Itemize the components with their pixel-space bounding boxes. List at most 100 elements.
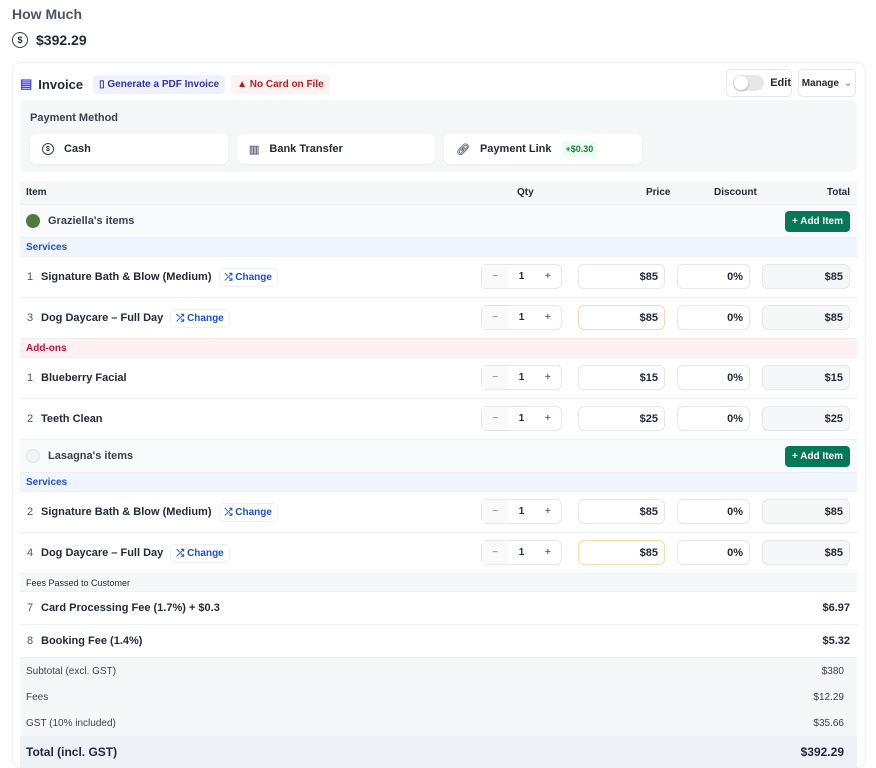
change-label: Change <box>235 506 272 518</box>
header-discount: Discount <box>714 187 757 198</box>
table-row: 1 Blueberry Facial −1 + $15 0% $15 <box>20 358 857 399</box>
discount-input[interactable]: 0% <box>677 305 750 330</box>
quantity-value[interactable]: 1 <box>518 312 525 323</box>
fees-section-label: Fees Passed to Customer <box>20 574 857 592</box>
decrement-button[interactable]: − <box>482 306 509 329</box>
quantity-stepper[interactable]: −1 + <box>481 406 562 431</box>
table-row: 1 Signature Bath & Blow (Medium) ⤮ Change −… <box>20 257 857 298</box>
manage-dropdown[interactable]: Manage ⌄ <box>798 69 856 97</box>
quantity-stepper[interactable]: −1 + <box>481 540 562 565</box>
table-row: 2 Signature Bath & Blow (Medium) ⤮ Change −… <box>20 492 857 533</box>
item-number: 3 <box>27 312 34 324</box>
add-item-button[interactable]: + Add Item <box>784 446 850 467</box>
payment-cash-option[interactable]: $ Cash <box>30 134 228 164</box>
group-row: Lasagna's items + Add Item <box>20 440 857 473</box>
change-button[interactable]: ⤮ Change <box>220 504 277 521</box>
total-label: Total (incl. GST) <box>26 744 118 759</box>
header-item: Item <box>26 187 47 198</box>
quantity-stepper[interactable]: −1 + <box>481 365 562 390</box>
item-name: Signature Bath & Blow (Medium) <box>41 271 212 283</box>
invoice-header: ▤ Invoice ▯ Generate a PDF Invoice ▲ No C… <box>20 72 856 96</box>
invoice-title: Invoice <box>38 76 84 92</box>
summary-row: Subtotal (excl. GST) $380 <box>20 658 857 684</box>
decrement-button[interactable]: − <box>482 265 509 288</box>
bank-transfer-label: Bank Transfer <box>269 143 343 155</box>
decrement-button[interactable]: − <box>482 407 509 430</box>
total-value: $85 <box>762 540 850 565</box>
amount-display: $ $392.29 <box>12 32 87 48</box>
increment-button[interactable]: + <box>544 372 551 383</box>
shuffle-icon: ⤮ <box>176 547 188 559</box>
quantity-stepper[interactable]: −1 + <box>481 264 562 289</box>
fee-number: 8 <box>27 635 34 647</box>
quantity-stepper[interactable]: −1 + <box>481 305 562 330</box>
decrement-button[interactable]: − <box>482 366 509 389</box>
total-value: $85 <box>762 264 850 289</box>
section-label: Services <box>20 473 857 492</box>
header-qty: Qty <box>517 187 534 198</box>
pet-avatar <box>26 449 40 463</box>
edit-label: Edit <box>770 77 791 89</box>
total-value: $85 <box>762 305 850 330</box>
price-input[interactable]: $85 <box>578 499 665 524</box>
price-input[interactable]: $85 <box>578 264 665 289</box>
summary-row: Fees $12.29 <box>20 684 857 710</box>
no-card-label: No Card on File <box>249 78 324 90</box>
quantity-value[interactable]: 1 <box>518 547 525 558</box>
shuffle-icon: ⤮ <box>224 506 236 518</box>
decrement-button[interactable]: − <box>482 541 509 564</box>
generate-pdf-button[interactable]: ▯ Generate a PDF Invoice <box>93 74 226 94</box>
increment-button[interactable]: + <box>544 413 551 424</box>
quantity-value[interactable]: 1 <box>518 271 525 282</box>
increment-button[interactable]: + <box>544 547 551 558</box>
payment-method-panel: Payment Method $ Cash ▥ Bank Transfer 🔗︎ Pa… <box>20 100 857 172</box>
table-row: 3 Dog Daycare – Full Day ⤮ Change −1 + $85 0% $… <box>20 298 857 339</box>
quantity-value[interactable]: 1 <box>518 506 525 517</box>
edit-toggle[interactable]: Edit <box>726 69 792 97</box>
change-button[interactable]: ⤮ Change <box>220 269 277 286</box>
item-number: 4 <box>27 547 34 559</box>
change-button[interactable]: ⤮ Change <box>171 545 228 562</box>
fee-value: $6.97 <box>822 602 850 614</box>
decrement-button[interactable]: − <box>482 500 509 523</box>
quantity-value[interactable]: 1 <box>518 413 525 424</box>
price-input[interactable]: $15 <box>578 365 665 390</box>
discount-input[interactable]: 0% <box>677 406 750 431</box>
change-button[interactable]: ⤮ Change <box>171 310 228 327</box>
item-number: 1 <box>27 372 34 384</box>
discount-input[interactable]: 0% <box>677 499 750 524</box>
document-icon: ▯ <box>99 78 108 90</box>
increment-button[interactable]: + <box>544 271 551 282</box>
fee-name: Booking Fee (1.4%) <box>41 635 143 647</box>
toggle-switch[interactable] <box>733 75 765 91</box>
price-input[interactable]: $25 <box>578 406 665 431</box>
header-price: Price <box>646 187 671 198</box>
price-input[interactable]: $85 <box>578 305 665 330</box>
item-name: Teeth Clean <box>41 413 103 425</box>
increment-button[interactable]: + <box>544 506 551 517</box>
fee-number: 7 <box>27 602 34 614</box>
quantity-value[interactable]: 1 <box>518 372 525 383</box>
increment-button[interactable]: + <box>544 312 551 323</box>
payment-bank-transfer-option[interactable]: ▥ Bank Transfer <box>237 134 435 164</box>
dollar-icon: $ <box>42 143 54 155</box>
group-name: Graziella's items <box>48 215 135 227</box>
price-input[interactable]: $85 <box>578 540 665 565</box>
discount-input[interactable]: 0% <box>677 540 750 565</box>
add-item-button[interactable]: + Add Item <box>784 211 850 232</box>
discount-input[interactable]: 0% <box>677 365 750 390</box>
chevron-down-icon: ⌄ <box>843 77 853 89</box>
total-value: $85 <box>762 499 850 524</box>
invoice-icon: ▤ <box>20 76 33 91</box>
item-number: 2 <box>27 413 34 425</box>
summary-label: GST (10% included) <box>26 717 116 729</box>
pet-avatar <box>26 214 40 228</box>
amount-value: $392.29 <box>36 32 87 48</box>
manage-label: Manage <box>801 77 839 89</box>
dollar-icon: $ <box>12 32 28 48</box>
payment-link-option[interactable]: 🔗︎ Payment Link +$0.30 <box>444 134 642 164</box>
quantity-stepper[interactable]: −1 + <box>481 499 562 524</box>
discount-input[interactable]: 0% <box>677 264 750 289</box>
section-label: Services <box>20 238 857 257</box>
summary-row: GST (10% included) $35.66 <box>20 710 857 736</box>
